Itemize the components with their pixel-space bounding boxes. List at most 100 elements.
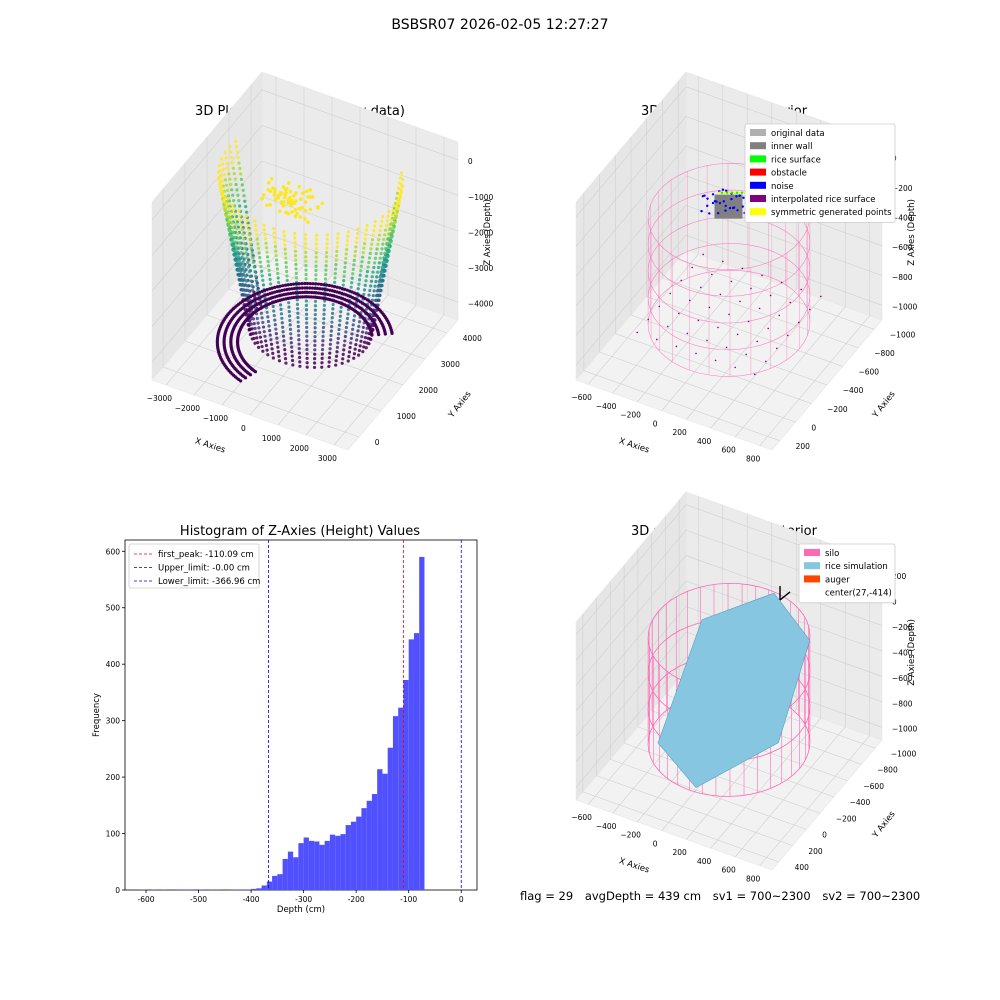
z-tick-label: −2000	[468, 228, 494, 237]
raw-point	[243, 274, 248, 278]
raw-point	[305, 352, 309, 356]
legend-label: interpolated rice surface	[771, 195, 876, 205]
raw-point	[269, 342, 274, 346]
surface-point	[316, 206, 320, 210]
raw-point	[262, 223, 266, 227]
raw-point	[234, 145, 239, 149]
noise-point	[711, 201, 715, 205]
raw-point	[228, 145, 232, 149]
raw-point	[242, 194, 246, 198]
noise-point	[701, 194, 705, 198]
raw-point	[249, 322, 253, 326]
raw-floor-point	[289, 282, 293, 287]
raw-point	[287, 305, 291, 309]
raw-floor-point	[292, 282, 296, 286]
raw-point	[228, 177, 232, 181]
z-tick-label: 0	[468, 157, 473, 166]
raw-point	[373, 224, 377, 228]
raw-point	[232, 212, 236, 217]
raw-point	[365, 274, 369, 278]
interpolated-point	[706, 339, 708, 342]
raw-point	[267, 324, 271, 328]
raw-floor-point	[277, 289, 282, 293]
raw-point	[335, 345, 339, 349]
raw-point	[304, 237, 308, 241]
raw-point	[234, 222, 238, 226]
raw-point	[313, 317, 317, 321]
raw-point	[293, 245, 297, 249]
raw-point	[235, 250, 240, 254]
raw-point	[343, 339, 347, 343]
histogram-bar	[198, 889, 204, 890]
histogram-bar	[277, 874, 283, 890]
raw-point	[331, 307, 335, 311]
raw-floor-point	[308, 286, 312, 290]
raw-point	[283, 348, 287, 352]
raw-floor-point	[281, 284, 285, 288]
raw-floor-point	[310, 286, 315, 290]
raw-point	[368, 251, 372, 255]
interpolated-point	[761, 274, 763, 277]
raw-floor-point	[298, 290, 302, 295]
raw-point	[224, 183, 229, 187]
gridline-y	[610, 759, 807, 830]
raw-point	[304, 303, 309, 307]
raw-point	[282, 339, 286, 343]
raw-point	[352, 352, 357, 356]
raw-point	[239, 172, 243, 176]
raw-point	[327, 355, 332, 360]
gridline-z	[575, 145, 687, 277]
raw-floor-point	[335, 285, 339, 289]
raw-point	[282, 343, 286, 347]
raw-point	[295, 302, 300, 306]
noise-point	[728, 206, 732, 210]
raw-point	[344, 325, 349, 330]
raw-point	[232, 230, 236, 235]
z-tick-label: −4000	[468, 300, 494, 309]
gridline-x	[710, 717, 821, 849]
raw-point	[304, 277, 308, 281]
x-tick-label: 800	[746, 874, 761, 883]
raw-point	[334, 354, 339, 358]
histogram-bar	[287, 851, 294, 890]
histogram-bar	[140, 889, 147, 890]
raw-floor-point	[296, 291, 300, 295]
raw-point	[222, 173, 227, 177]
raw-point	[223, 200, 227, 204]
raw-point	[231, 239, 235, 243]
raw-point	[234, 245, 239, 249]
x-axis-label: X Axies	[618, 856, 651, 875]
legend-label: original data	[771, 129, 825, 139]
raw-point	[297, 351, 302, 355]
histogram-bar	[303, 837, 309, 890]
interpolated-point	[736, 333, 739, 336]
raw-point	[334, 263, 338, 267]
raw-point	[342, 279, 346, 283]
raw-floor-point	[316, 282, 321, 286]
x-tick-label: 3000	[318, 454, 337, 463]
raw-point	[343, 265, 347, 269]
raw-floor-point	[290, 287, 294, 291]
raw-point	[238, 264, 242, 268]
raw-point	[238, 273, 242, 278]
raw-point	[238, 213, 242, 218]
raw-point	[253, 326, 257, 330]
raw-point	[349, 285, 353, 289]
raw-point	[272, 227, 276, 231]
raw-point	[357, 324, 361, 328]
surface-point	[730, 191, 734, 194]
raw-point	[305, 330, 309, 334]
interpolated-point	[767, 327, 769, 330]
z-tick-label: −800	[892, 699, 913, 708]
surface-point	[294, 191, 298, 195]
raw-point	[390, 213, 394, 217]
raw-point	[365, 270, 369, 274]
histogram-bar	[319, 844, 325, 890]
noise-point	[735, 195, 738, 198]
raw-point	[231, 226, 235, 230]
noise-point	[711, 193, 715, 196]
raw-point	[223, 151, 227, 155]
raw-floor-point	[315, 286, 320, 291]
raw-point	[334, 359, 338, 363]
raw-point	[383, 260, 388, 264]
